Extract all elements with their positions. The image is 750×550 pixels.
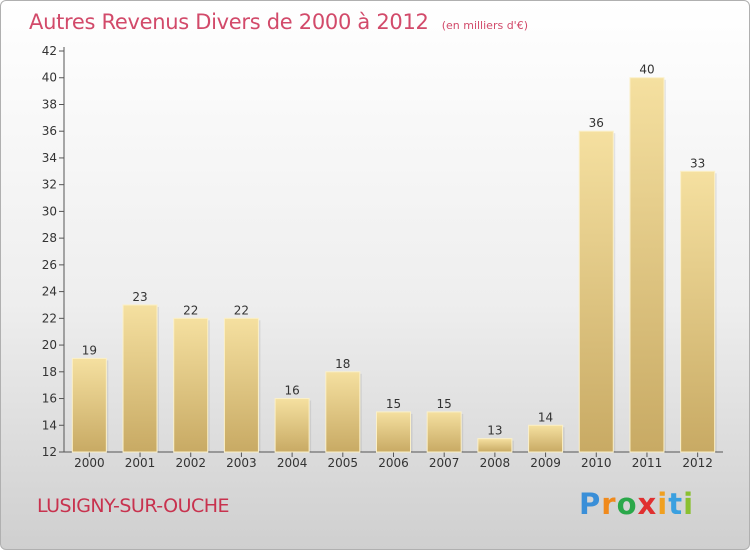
x-tick-label-2009: 2009 [530, 456, 561, 470]
bar-2008 [477, 438, 513, 453]
x-tick-label-2011: 2011 [632, 456, 663, 470]
value-label-2002: 22 [183, 303, 198, 317]
axes: 12 14 16 18 20 22 24 26 28 30 32 34 36 38 40 42 [42, 44, 723, 459]
value-label-2010: 36 [589, 116, 604, 130]
logo-letter: i [657, 487, 669, 521]
bar-2004 [274, 398, 310, 453]
y-tick-label: 40 [42, 71, 57, 85]
bar-2002 [173, 317, 209, 453]
value-label-2006: 15 [386, 397, 401, 411]
x-tick-label-2007: 2007 [429, 456, 460, 470]
x-tick-label-2004: 2004 [277, 456, 308, 470]
bars [71, 77, 717, 453]
value-label-2007: 15 [437, 397, 452, 411]
proxiti-logo: Proxiti [579, 487, 694, 521]
bar-2000 [71, 357, 107, 453]
chart-subtitle: (en milliers d'€) [441, 19, 528, 32]
logo-letter: P [579, 487, 602, 521]
value-label-2000: 19 [82, 343, 97, 357]
logo-letter: o [616, 487, 638, 521]
x-tick-label-2012: 2012 [682, 456, 713, 470]
logo-letter: r [601, 487, 617, 521]
y-tick-label: 18 [42, 365, 57, 379]
value-label-2011: 40 [639, 63, 654, 77]
y-tick-label: 16 [42, 392, 57, 406]
y-tick-label: 38 [42, 97, 57, 111]
x-tick-label-2002: 2002 [175, 456, 206, 470]
y-tick-label: 24 [42, 285, 57, 299]
bar-2009 [528, 424, 564, 453]
bar-2007 [426, 411, 462, 453]
x-tick-label-2003: 2003 [226, 456, 257, 470]
x-tick-label-2006: 2006 [378, 456, 409, 470]
y-tick-label: 42 [42, 44, 57, 58]
logo-letter: x [637, 487, 658, 521]
y-tick-label: 20 [42, 338, 57, 352]
title-row: Autres Revenus Divers de 2000 à 2012 (en… [29, 10, 528, 34]
y-tick-label: 34 [42, 151, 57, 165]
logo-letter: t [668, 487, 684, 521]
value-label-2001: 23 [132, 290, 147, 304]
x-tick-label-2010: 2010 [581, 456, 612, 470]
value-label-2003: 22 [234, 303, 249, 317]
y-tick-label: 30 [42, 204, 57, 218]
value-label-2008: 13 [487, 424, 502, 438]
value-label-2012: 33 [690, 156, 705, 170]
value-label-2004: 16 [284, 384, 299, 398]
y-tick-label: 14 [42, 418, 57, 432]
bar-2005 [325, 371, 361, 453]
y-tick-label: 22 [42, 311, 57, 325]
bar-2010 [578, 130, 614, 453]
town-name: LUSIGNY-SUR-OUCHE [37, 495, 230, 517]
value-label-2009: 14 [538, 410, 553, 424]
logo-letter: i [683, 487, 695, 521]
x-tick-label-2008: 2008 [480, 456, 511, 470]
x-tick-label-2000: 2000 [74, 456, 105, 470]
y-tick-label: 36 [42, 124, 57, 138]
y-tick-label: 28 [42, 231, 57, 245]
bar-2003 [223, 317, 259, 453]
chart-title: Autres Revenus Divers de 2000 à 2012 [29, 10, 429, 34]
bar-2011 [629, 77, 665, 453]
y-tick-label: 26 [42, 258, 57, 272]
labels: 19 2000 23 2001 22 2002 22 2003 16 2004 18 2005 15 20… [74, 63, 713, 470]
bar-2001 [122, 304, 158, 453]
x-tick-label-2005: 2005 [328, 456, 359, 470]
x-tick-label-2001: 2001 [125, 456, 156, 470]
y-tick-label: 32 [42, 178, 57, 192]
value-label-2005: 18 [335, 357, 350, 371]
bar-2006 [376, 411, 411, 453]
y-tick-label: 12 [42, 445, 57, 459]
bar-2012 [680, 170, 716, 453]
